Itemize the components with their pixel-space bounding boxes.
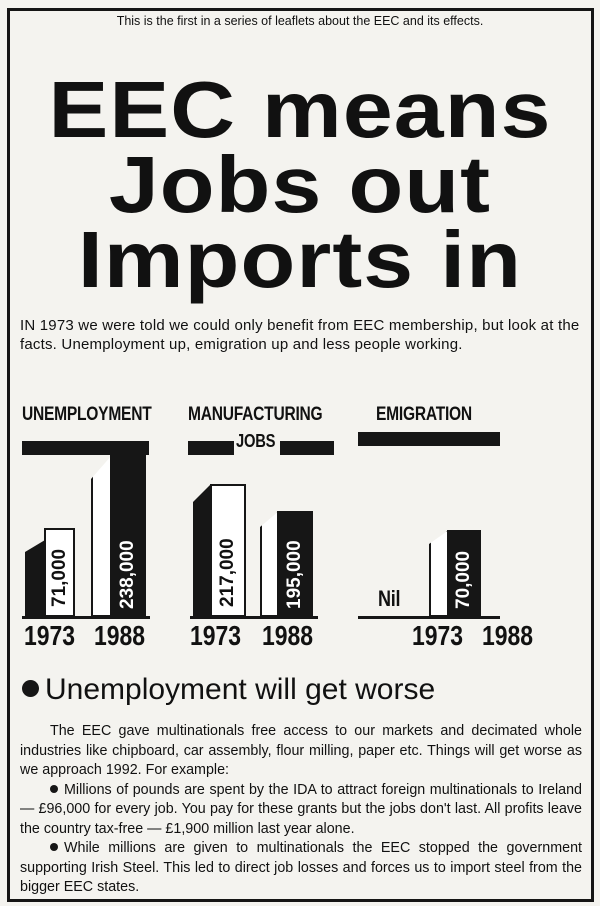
chart-title-bar — [280, 441, 334, 455]
bar-value: 70,000 — [453, 550, 474, 609]
body-paragraph: The EEC gave multinationals free access … — [20, 723, 582, 778]
bar-1988: 70,000 — [447, 530, 481, 617]
year-label: 1988 — [262, 620, 314, 651]
year-label: 1988 — [482, 620, 534, 651]
chart-title-bar — [22, 441, 149, 455]
bar-value: 217,000 — [217, 538, 238, 607]
baseline — [22, 616, 150, 619]
bar-1988: 195,000 — [277, 511, 313, 617]
bullet-icon — [22, 680, 39, 697]
baseline — [190, 616, 318, 619]
section-heading-text: Unemployment will get worse — [45, 673, 436, 706]
bar-side — [193, 484, 211, 617]
baseline — [358, 616, 500, 619]
leaflet-border — [7, 8, 594, 902]
bar-value: 71,000 — [48, 548, 70, 607]
body-bullet: Millions of pounds are spent by the IDA … — [20, 781, 582, 840]
headline-line-1: EEC means — [48, 65, 552, 154]
year-label: 1973 — [190, 620, 242, 651]
chart-title-bar — [358, 432, 500, 446]
body-text: The EEC gave multinationals free access … — [20, 722, 582, 898]
headline-line-2: Jobs out — [108, 140, 492, 229]
bar-1973: 71,000 — [44, 528, 75, 617]
body-bullet: While millions are given to multinationa… — [20, 839, 582, 898]
bar-side — [91, 455, 112, 617]
section-heading: Unemployment will get worse — [22, 673, 435, 707]
bullet-text: Millions of pounds are spent by the IDA … — [20, 781, 582, 837]
bar-value: 238,000 — [117, 540, 138, 609]
year-label: 1988 — [94, 620, 146, 651]
bar-1973: 217,000 — [210, 484, 246, 617]
chart-title-bar — [188, 441, 234, 455]
bar-value-nil: Nil — [378, 586, 401, 611]
chart-title: MANUFACTURING — [188, 404, 323, 425]
bar-value: 195,000 — [284, 540, 305, 609]
intro-line: This is the first in a series of leaflet… — [116, 14, 484, 28]
bar-1988: 238,000 — [110, 455, 146, 617]
headline-line-3: Imports in — [77, 215, 523, 304]
bullet-text: While millions are given to multinationa… — [20, 840, 582, 895]
year-label: 1973 — [412, 620, 464, 651]
bullet-icon — [50, 784, 58, 793]
bullet-icon — [50, 843, 58, 851]
chart-title: UNEMPLOYMENT — [22, 404, 152, 425]
chart-subtitle: JOBS — [236, 431, 276, 451]
bar-side — [429, 530, 449, 617]
chart-title: EMIGRATION — [376, 404, 472, 425]
year-label: 1973 — [24, 620, 76, 651]
lead-paragraph: IN 1973 we were told we could only benef… — [20, 317, 580, 353]
bar-side — [25, 540, 45, 617]
